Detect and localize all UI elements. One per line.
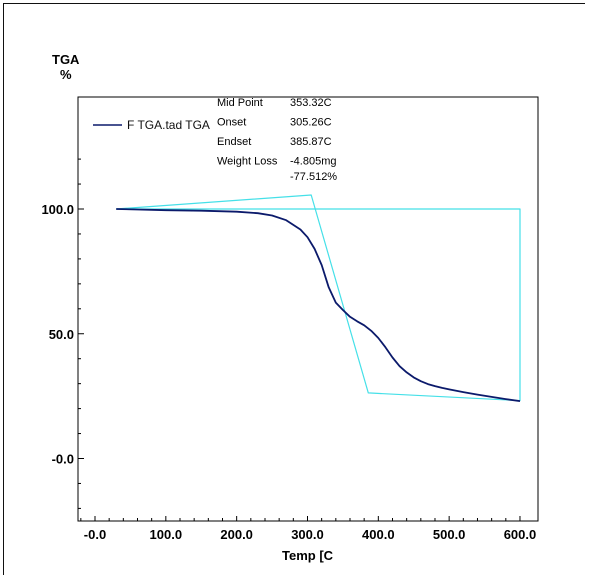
annotations: Mid Point 353.32C Onset 305.26C Endset 385.87… — [217, 97, 337, 183]
annotation-value: 305.26C — [290, 117, 332, 129]
x-tick-label: 300.0 — [291, 527, 324, 542]
x-ticks: -0.0 100.0 200.0 300.0 400.0 500.0 600.0 — [84, 516, 536, 542]
y-axis-label: TGA — [52, 52, 80, 67]
annotation-value: -4.805mg — [290, 156, 336, 168]
annotation-label: Onset — [217, 117, 246, 129]
annotation-label: Endset — [217, 136, 251, 148]
annotation-value: -77.512% — [290, 171, 337, 183]
x-axis-label: Temp [C — [282, 548, 334, 563]
series-layer — [116, 194, 521, 402]
x-tick-label: -0.0 — [84, 527, 106, 542]
x-tick-label: 600.0 — [504, 527, 537, 542]
y-tick-label: 100.0 — [41, 202, 74, 217]
analysis-construction-lines — [116, 194, 521, 402]
x-tick-label: 400.0 — [362, 527, 395, 542]
legend: F TGA.tad TGA — [93, 118, 210, 132]
chart-frame — [3, 3, 585, 575]
annotation-value: 353.32C — [290, 97, 332, 109]
minor-ticks — [78, 158, 507, 521]
annotation-label: Mid Point — [217, 97, 263, 109]
x-tick-label: 100.0 — [150, 527, 183, 542]
legend-label: F TGA.tad TGA — [127, 118, 210, 132]
y-axis-unit: % — [60, 67, 72, 82]
y-ticks: 100.0 50.0 -0.0 — [41, 202, 84, 467]
y-tick-label: -0.0 — [52, 452, 74, 467]
tga-curve — [116, 208, 521, 402]
x-tick-label: 500.0 — [433, 527, 466, 542]
annotation-label: Weight Loss — [217, 156, 278, 168]
y-tick-label: 50.0 — [49, 327, 74, 342]
annotation-value: 385.87C — [290, 136, 332, 148]
x-tick-label: 200.0 — [220, 527, 253, 542]
